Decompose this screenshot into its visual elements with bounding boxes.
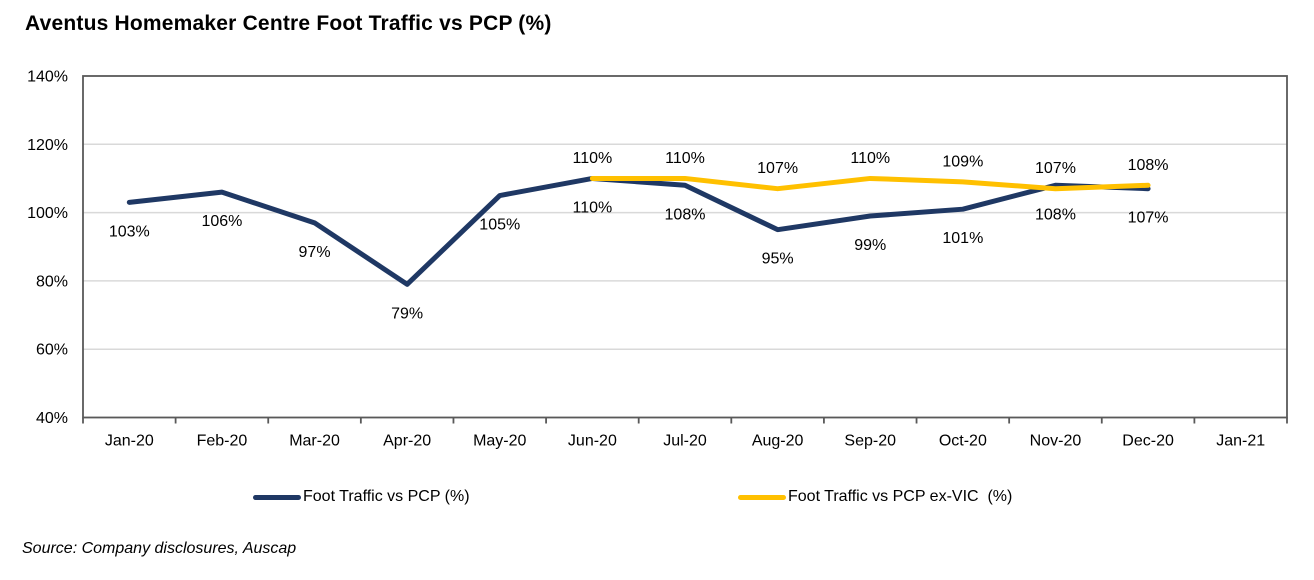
- x-axis-label: Sep-20: [844, 433, 896, 450]
- x-axis-label: Jun-20: [568, 433, 617, 450]
- data-label: 110%: [573, 199, 613, 216]
- source-note: Source: Company disclosures, Auscap: [22, 540, 297, 557]
- x-axis-label: Dec-20: [1122, 433, 1174, 450]
- x-axis-label: Feb-20: [197, 433, 248, 450]
- legend-swatch-gold-line: [738, 494, 786, 500]
- data-label: 97%: [299, 244, 331, 261]
- data-label: 105%: [479, 217, 520, 234]
- data-label: 107%: [757, 160, 798, 177]
- data-label: 95%: [762, 251, 794, 268]
- x-axis-label: Oct-20: [939, 433, 987, 450]
- y-axis-label: 40%: [36, 410, 68, 427]
- x-axis-label: Aug-20: [752, 433, 804, 450]
- data-label: 106%: [201, 213, 242, 230]
- series-line-0: [126, 175, 1151, 287]
- legend-swatch-navy-line: [253, 494, 301, 500]
- chart-title: Aventus Homemaker Centre Foot Traffic vs…: [25, 12, 552, 35]
- legend-item-foot-traffic-ex-vic: Foot Traffic vs PCP ex-VIC (%): [738, 488, 1012, 506]
- x-axis-label: Jan-20: [105, 433, 154, 450]
- legend-label-foot-traffic-ex-vic: Foot Traffic vs PCP ex-VIC (%): [788, 488, 1013, 505]
- y-axis-label: 140%: [27, 69, 68, 86]
- data-label: 79%: [391, 305, 423, 322]
- y-axis-label: 80%: [36, 273, 68, 290]
- data-label: 108%: [1128, 157, 1169, 174]
- data-label: 99%: [854, 237, 886, 254]
- legend-label-foot-traffic: Foot Traffic vs PCP (%): [303, 488, 470, 505]
- x-axis-label: Jan-21: [1216, 433, 1265, 450]
- data-label: 110%: [665, 150, 705, 167]
- data-label: 107%: [1128, 210, 1169, 227]
- data-label: 110%: [850, 150, 890, 167]
- x-axis-label: Jul-20: [663, 433, 707, 450]
- data-label: 101%: [942, 230, 983, 247]
- data-label: 108%: [665, 206, 706, 223]
- x-axis-label: Mar-20: [289, 433, 340, 450]
- data-label: 109%: [942, 153, 983, 170]
- plot-border: [82, 75, 1288, 419]
- x-axis-label: May-20: [473, 433, 526, 450]
- line-chart-canvas: 40% 60% 80% 100% 120% 140% Jan-20 Feb-20 Mar-20 A…: [27, 69, 1288, 450]
- x-axis-label: Nov-20: [1030, 433, 1082, 450]
- series-line-1: [589, 175, 1151, 192]
- data-label: 110%: [573, 150, 613, 167]
- y-axis-label: 120%: [27, 137, 68, 154]
- x-axis-label: Apr-20: [383, 433, 431, 450]
- data-label: 108%: [1035, 206, 1076, 223]
- y-axis-label: 100%: [27, 205, 68, 222]
- data-label: 107%: [1035, 160, 1076, 177]
- data-label: 103%: [109, 223, 150, 240]
- legend-item-foot-traffic: Foot Traffic vs PCP (%): [253, 488, 470, 506]
- y-axis-label: 60%: [36, 342, 68, 359]
